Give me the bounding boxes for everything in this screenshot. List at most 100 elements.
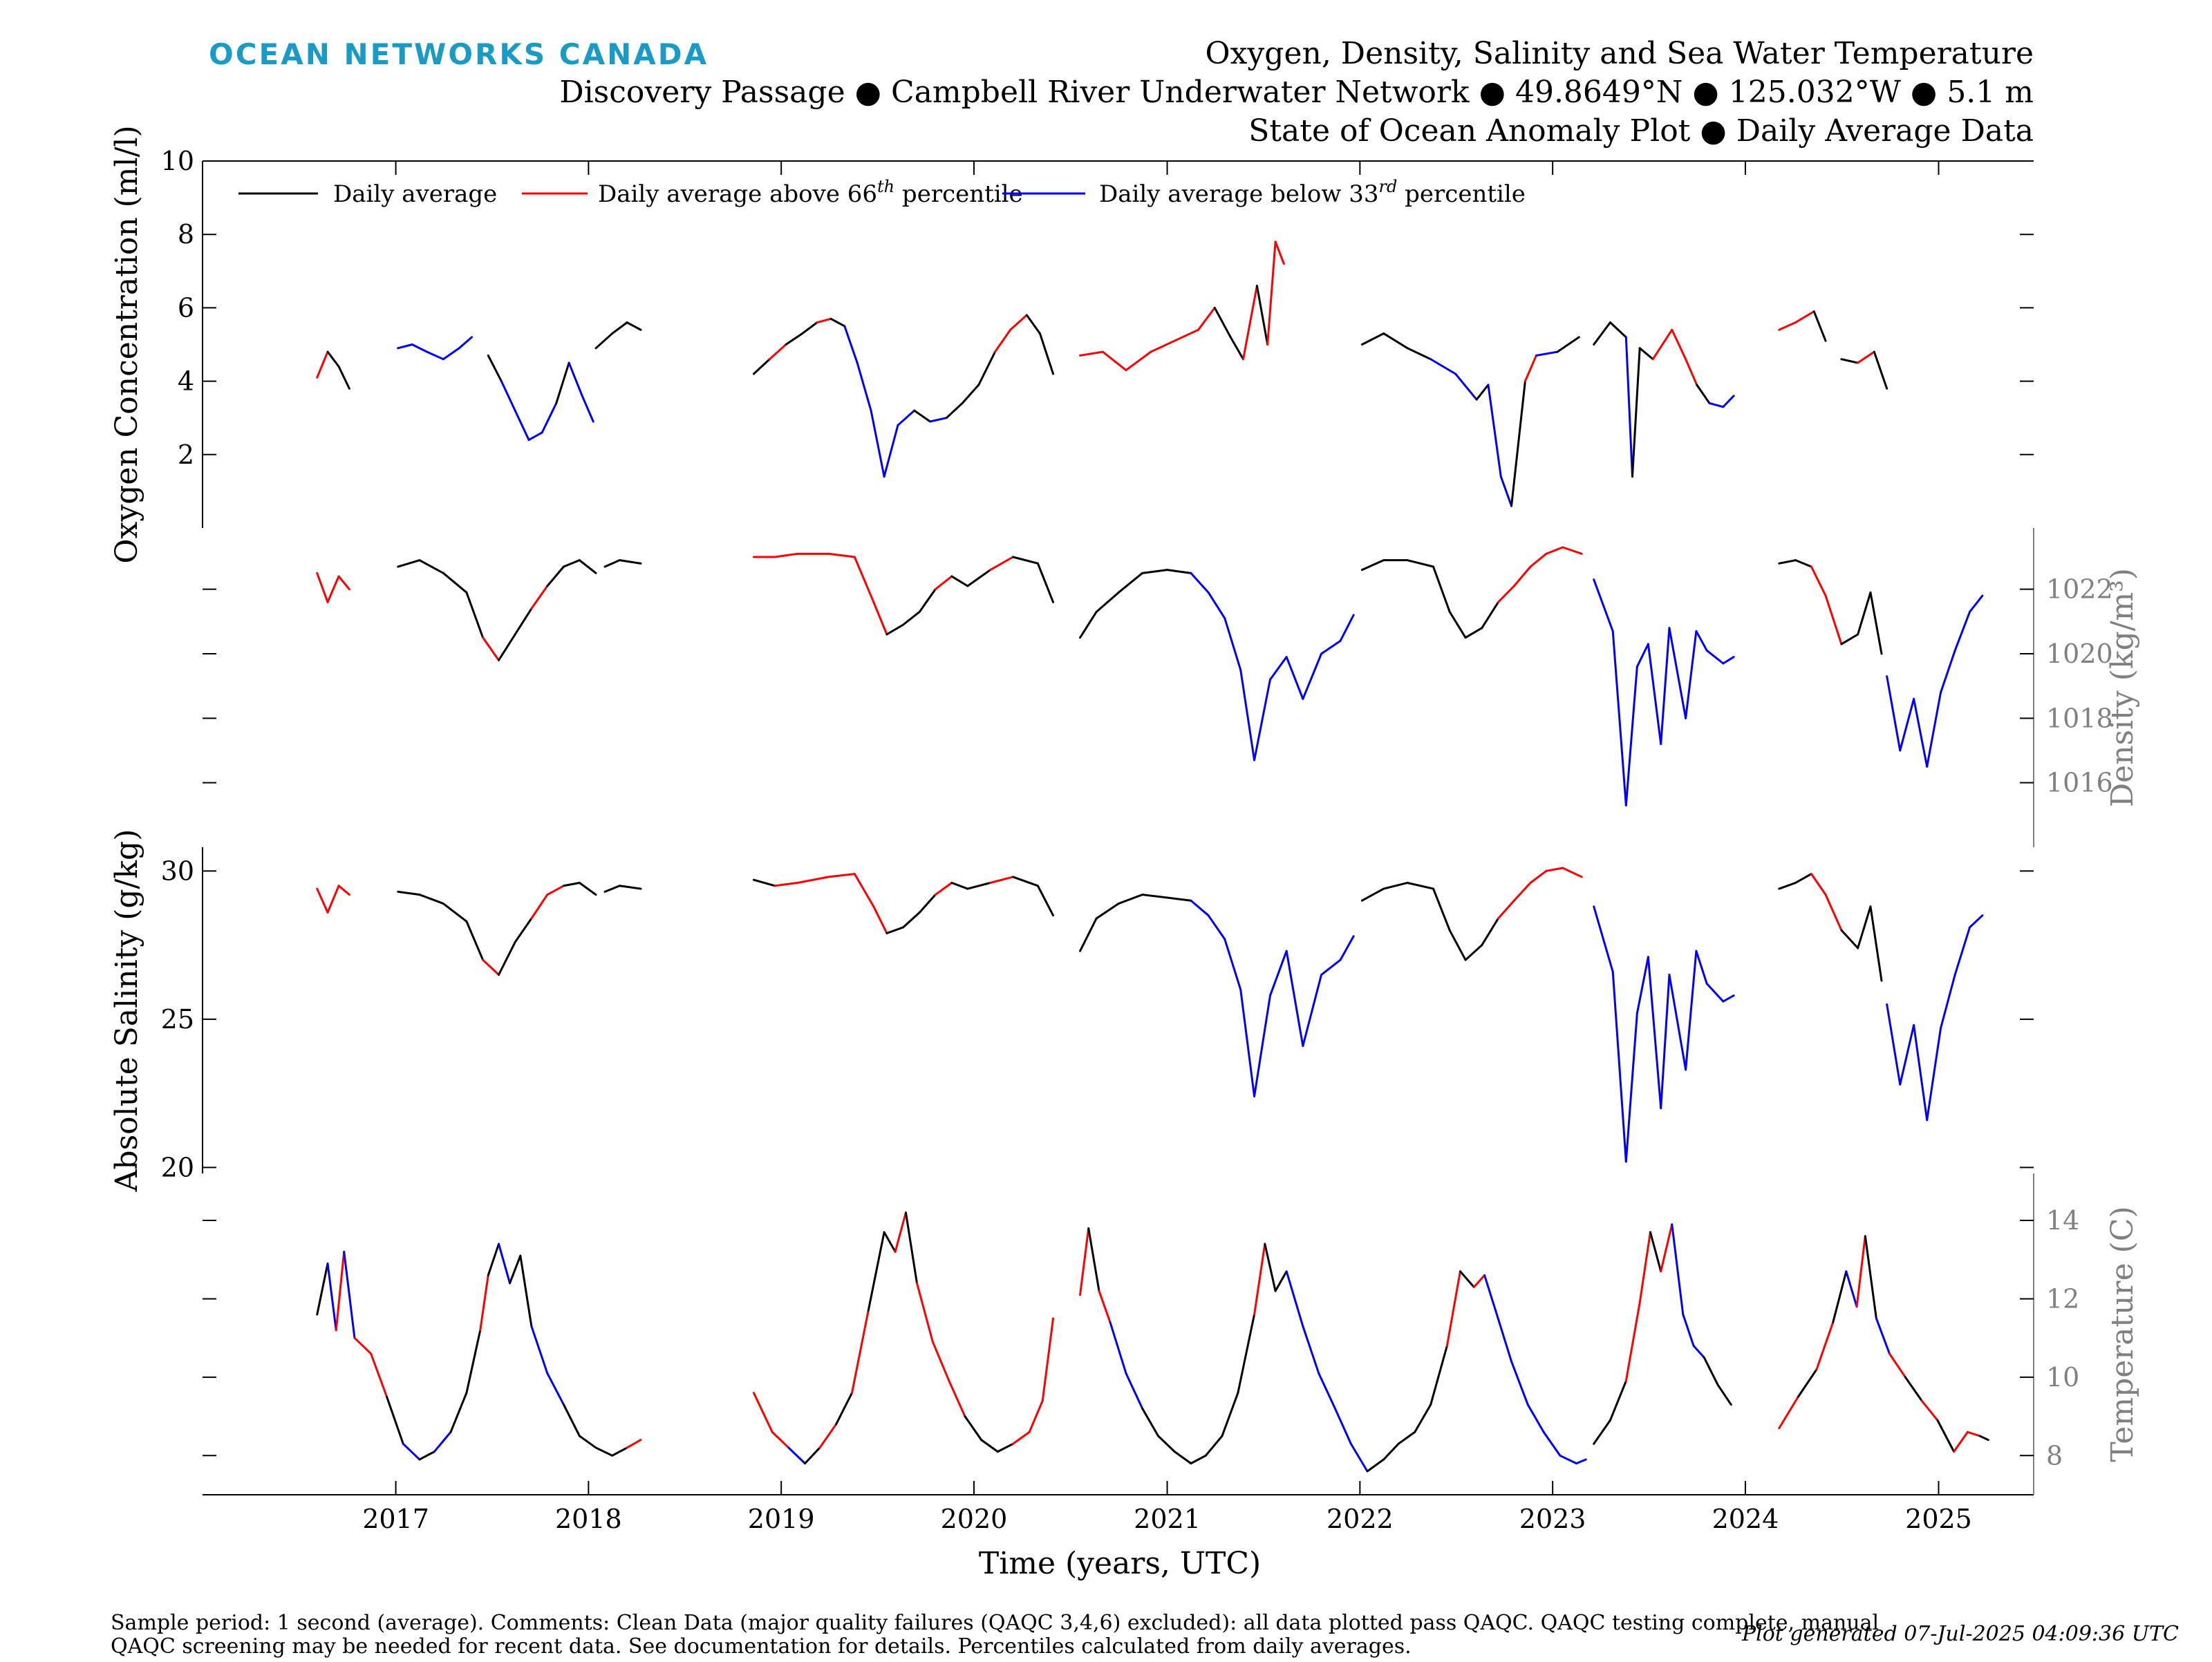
series-line-temperature (1692, 1345, 1705, 1359)
series-line-oxygen (514, 409, 530, 442)
series-line-density (1593, 578, 1614, 632)
series-line-density (1141, 569, 1169, 574)
series-line-salinity (1899, 1023, 1915, 1086)
series-line-oxygen (1499, 475, 1513, 507)
series-line-oxygen (1510, 380, 1526, 507)
series-line-salinity (1545, 867, 1564, 872)
series-line-density (1464, 627, 1483, 639)
series-line-oxygen (977, 350, 997, 386)
series-line-temperature (1221, 1392, 1239, 1437)
y-axis-label-density: Density (kg/m³) (2105, 568, 2140, 807)
series-line-oxygen (830, 317, 846, 328)
series-line-salinity (1382, 881, 1409, 890)
series-line-temperature (1815, 1321, 1835, 1371)
series-line-oxygen (1382, 332, 1409, 350)
series-line-salinity (1166, 896, 1192, 902)
series-line-density (1207, 591, 1226, 620)
series-line-density (1512, 565, 1532, 587)
series-line-temperature (1264, 1243, 1277, 1292)
legend-label-above-text: Daily average above 66 (598, 180, 877, 208)
series-line-salinity (1320, 959, 1342, 976)
series-line-salinity (1406, 881, 1435, 890)
series-line-temperature (578, 1435, 597, 1449)
series-line-salinity (603, 885, 621, 893)
series-line-salinity (1635, 956, 1649, 1014)
series-line-density (618, 559, 642, 565)
series-line-oxygen (527, 431, 543, 442)
series-line-density (316, 572, 329, 603)
series-line-salinity (1840, 929, 1859, 950)
chart-subtitle-location: Discovery Passage ● Campbell River Under… (559, 75, 2034, 110)
series-line-oxygen (1255, 285, 1269, 346)
series-line-temperature (1494, 1309, 1513, 1363)
x-tick-label: 2020 (941, 1504, 1008, 1534)
series-line-oxygen (1624, 336, 1633, 478)
series-line-temperature (1526, 1404, 1545, 1433)
series-line-oxygen (1857, 350, 1875, 364)
series-line-density (326, 575, 340, 603)
series-line-oxygen (1638, 347, 1654, 361)
series-line-temperature (948, 1380, 966, 1418)
y-tick-label-temperature: 12 (2046, 1283, 2079, 1314)
series-line-temperature (594, 1446, 614, 1457)
y-tick-label-oxygen: 8 (178, 219, 194, 249)
series-line-salinity (1011, 876, 1039, 887)
series-line-temperature (1366, 1458, 1385, 1473)
series-line-salinity (1285, 950, 1304, 1047)
series-line-salinity (918, 894, 937, 914)
series-line-temperature (904, 1211, 918, 1285)
series-line-density (482, 636, 500, 661)
series-line-temperature (1510, 1360, 1529, 1406)
series-line-oxygen (1101, 350, 1127, 372)
series-line-salinity (1611, 970, 1627, 1163)
series-line-salinity (966, 881, 992, 890)
series-line-oxygen (1038, 332, 1055, 375)
series-line-salinity (1036, 885, 1055, 917)
series-line-salinity (1207, 914, 1226, 941)
series-line-salinity (1913, 1023, 1929, 1122)
series-line-temperature (931, 1341, 950, 1383)
series-line-temperature (465, 1329, 482, 1395)
series-line-density (442, 572, 468, 594)
series-line-density (397, 559, 421, 568)
series-line-density (603, 559, 621, 568)
series-line-density (337, 575, 350, 591)
series-line-density (1481, 601, 1499, 630)
series-line-oxygen (1274, 240, 1285, 265)
series-line-oxygen (581, 395, 594, 423)
series-line-salinity (1079, 917, 1098, 952)
series-line-salinity (1685, 950, 1698, 1071)
series-line-density (1320, 639, 1342, 655)
series-line-temperature (1028, 1399, 1044, 1433)
series-line-temperature (1109, 1321, 1127, 1375)
series-line-temperature (894, 1211, 907, 1253)
series-line-temperature (1190, 1454, 1207, 1465)
series-line-salinity (950, 881, 969, 890)
series-line-salinity (989, 876, 1014, 884)
y-axis-label-temperature: Temperature (C) (2105, 1206, 2140, 1462)
series-line-density (1840, 633, 1859, 645)
series-line-density (1166, 569, 1192, 574)
series-line-oxygen (929, 417, 948, 423)
series-line-salinity (1940, 974, 1956, 1030)
series-line-temperature (1703, 1357, 1719, 1386)
series-line-density (774, 552, 799, 558)
series-line-temperature (1274, 1270, 1288, 1292)
y-tick-label-temperature: 10 (2046, 1362, 2079, 1392)
series-line-density (989, 556, 1014, 572)
series-line-density (1913, 697, 1929, 768)
series-line-temperature (326, 1262, 337, 1332)
series-line-oxygen (487, 354, 503, 383)
series-line-temperature (1624, 1301, 1641, 1383)
series-line-oxygen (1197, 306, 1216, 331)
x-tick-label: 2024 (1712, 1504, 1779, 1534)
series-line-temperature (509, 1254, 522, 1285)
series-line-density (1360, 559, 1385, 572)
series-line-oxygen (1406, 347, 1432, 361)
series-line-oxygen (1150, 339, 1176, 353)
series-line-salinity (618, 885, 642, 890)
series-line-salinity (827, 873, 856, 878)
series-line-temperature (1445, 1270, 1461, 1348)
series-line-salinity (316, 887, 329, 914)
series-line-temperature (402, 1442, 421, 1461)
